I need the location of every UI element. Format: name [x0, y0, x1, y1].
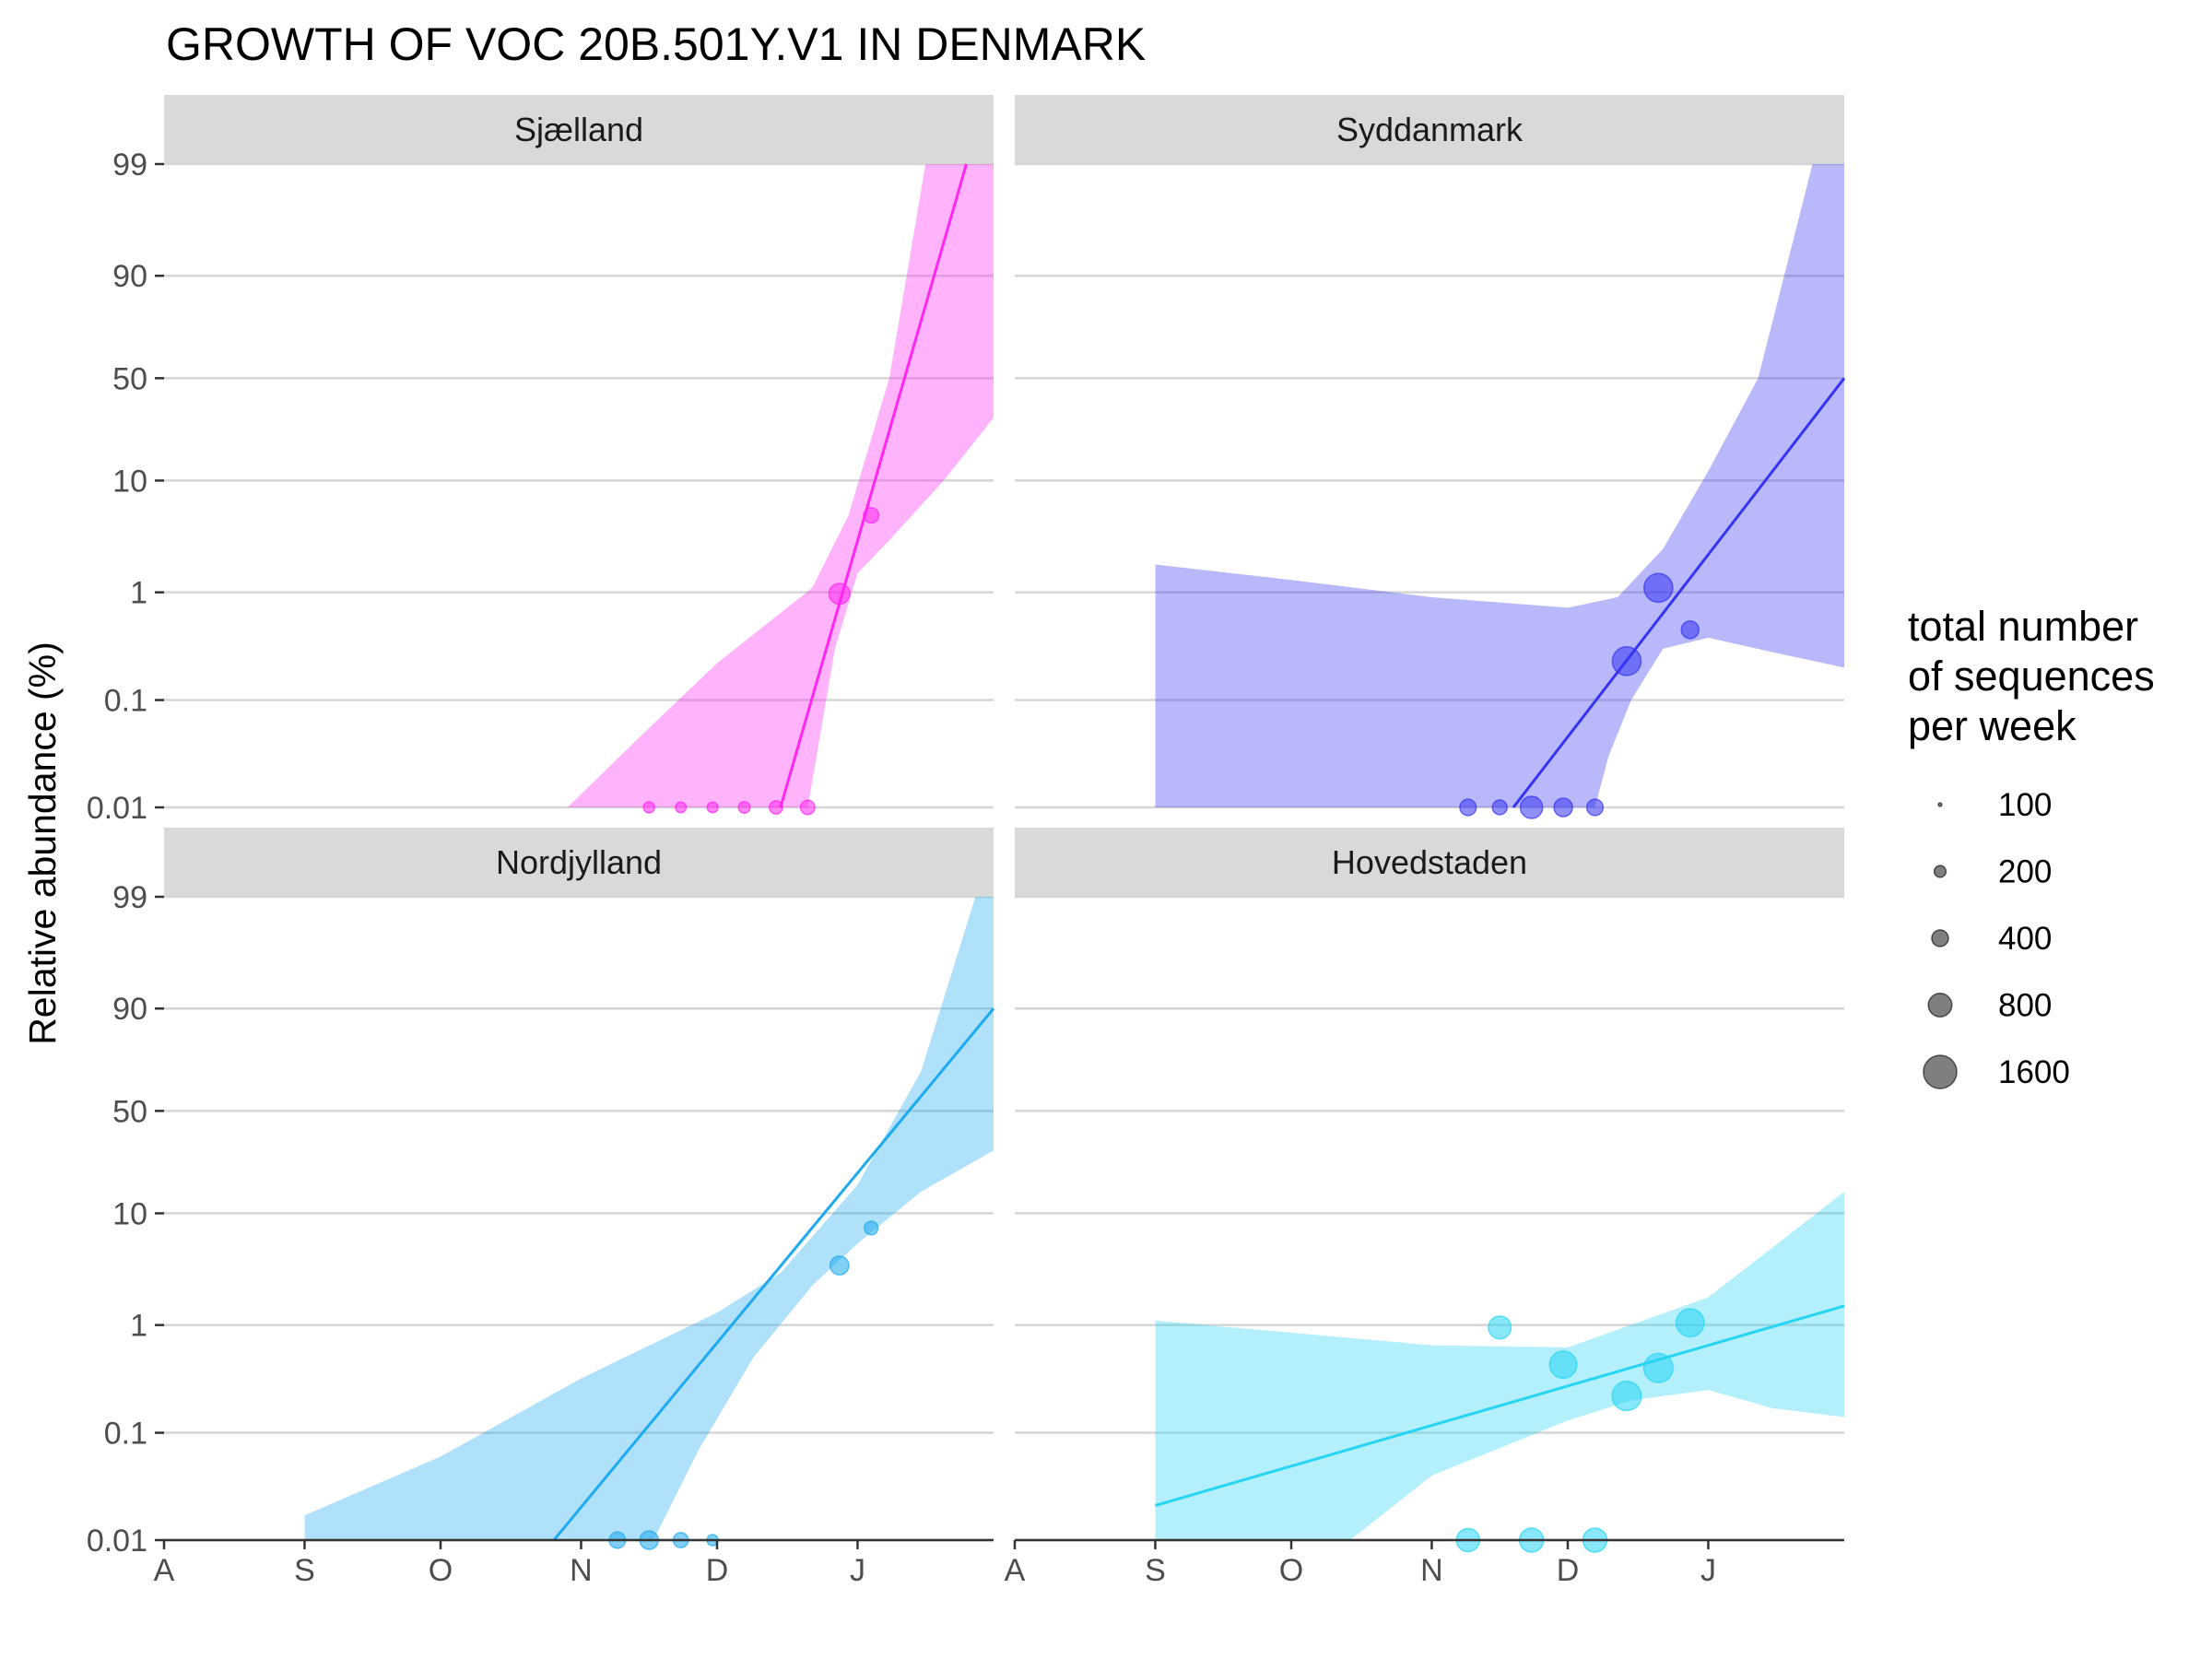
y-tick-label-sj-lland-1: 1 — [130, 576, 147, 611]
panel-nordjylland: Nordjylland 0.01 0.1 1 10 50 90 99 A S O N D J — [87, 828, 995, 1588]
data-point-hovedstaden-8 — [1675, 1308, 1705, 1338]
data-point-sj-lland-1 — [642, 801, 656, 814]
panel-title-syddanmark: Syddanmark — [1336, 111, 1524, 148]
x-tick-label-nordjylland-O: O — [429, 1553, 453, 1588]
x-tick-label-nordjylland-D: D — [706, 1553, 729, 1588]
legend-key-400 — [1931, 929, 1949, 947]
data-point-nordjylland-6 — [864, 1220, 879, 1236]
y-tick-label-nordjylland-0.01: 0.01 — [87, 1524, 147, 1559]
x-tick-label-nordjylland-S: S — [294, 1553, 315, 1588]
data-point-sj-lland-3 — [706, 801, 719, 814]
fit-line-sj-lland — [779, 163, 968, 808]
panel-title-sj-lland: Sjælland — [514, 111, 643, 148]
panel-sj-lland: Sjælland 0.01 0.1 1 10 50 90 99 — [87, 95, 994, 826]
legend-key-800 — [1927, 992, 1953, 1018]
x-tick-label-nordjylland-J: J — [850, 1553, 865, 1588]
x-tick-label-hovedstaden-O: O — [1279, 1553, 1303, 1588]
y-tick-label-nordjylland-99: 99 — [112, 880, 147, 915]
data-point-syddanmark-5 — [1585, 798, 1605, 817]
x-tick-label-hovedstaden-J: J — [1700, 1553, 1716, 1588]
data-point-sj-lland-7 — [828, 582, 851, 606]
legend-key-100 — [1937, 802, 1943, 807]
data-point-sj-lland-8 — [863, 507, 880, 524]
data-point-syddanmark-1 — [1459, 798, 1477, 817]
data-point-syddanmark-7 — [1643, 572, 1674, 604]
y-tick-label-nordjylland-0.1: 0.1 — [104, 1417, 147, 1452]
data-point-nordjylland-5 — [829, 1255, 850, 1276]
data-point-hovedstaden-7 — [1642, 1352, 1674, 1383]
y-axis-label: Relative abundance (%) — [21, 641, 64, 1045]
legend-key-1600 — [1923, 1054, 1958, 1089]
y-tick-label-nordjylland-90: 90 — [112, 992, 147, 1027]
fit-line-syddanmark — [1512, 377, 1846, 808]
legend-title-line-3: per week — [1908, 702, 2077, 749]
legend-label-800: 800 — [1998, 988, 2052, 1024]
confidence-band-hovedstaden — [1155, 1192, 1844, 1540]
panel-strip-syddanmark — [1015, 95, 1844, 163]
y-tick-label-nordjylland-10: 10 — [112, 1196, 147, 1231]
y-tick-label-nordjylland-50: 50 — [112, 1094, 147, 1129]
data-point-syddanmark-3 — [1519, 795, 1544, 819]
legend-title-line-1: total number — [1908, 603, 2138, 650]
data-point-hovedstaden-6 — [1611, 1381, 1642, 1412]
x-tick-label-nordjylland-A: A — [154, 1553, 175, 1588]
panel-syddanmark: Syddanmark — [1015, 95, 1846, 819]
x-tick-label-nordjylland-N: N — [570, 1553, 593, 1588]
legend-key-200 — [1933, 865, 1947, 878]
y-tick-label-nordjylland-1: 1 — [130, 1309, 147, 1344]
data-point-syddanmark-2 — [1491, 799, 1508, 816]
legend-label-1600: 1600 — [1998, 1054, 2070, 1090]
x-tick-label-hovedstaden-N: N — [1420, 1553, 1443, 1588]
legend-label-400: 400 — [1998, 921, 2052, 957]
panel-hovedstaden: Hovedstaden A S O N D J — [1005, 828, 1845, 1588]
fit-line-nordjylland — [552, 1007, 995, 1541]
confidence-band-syddanmark — [1155, 164, 1844, 807]
panel-strip-hovedstaden — [1015, 828, 1844, 896]
fit-line-hovedstaden — [1155, 1304, 1845, 1507]
legend-title-line-2: of sequences — [1908, 653, 2155, 700]
facet-panels: Sjælland 0.01 0.1 1 10 50 90 99 Syddanmark Nordjy… — [87, 95, 1846, 1588]
x-tick-label-hovedstaden-A: A — [1005, 1553, 1026, 1588]
confidence-band-sj-lland — [567, 164, 994, 807]
data-point-syddanmark-6 — [1611, 646, 1642, 677]
y-tick-label-sj-lland-90: 90 — [112, 259, 147, 294]
y-tick-label-sj-lland-10: 10 — [112, 464, 147, 499]
panel-title-hovedstaden: Hovedstaden — [1332, 843, 1527, 881]
data-point-hovedstaden-2 — [1488, 1315, 1512, 1340]
x-tick-label-hovedstaden-S: S — [1145, 1553, 1166, 1588]
data-point-sj-lland-6 — [799, 799, 816, 816]
confidence-band-nordjylland — [304, 897, 994, 1540]
data-point-sj-lland-5 — [769, 800, 783, 815]
y-tick-label-sj-lland-0.01: 0.01 — [87, 791, 147, 826]
y-tick-label-sj-lland-0.1: 0.1 — [104, 684, 147, 719]
data-point-sj-lland-4 — [737, 800, 751, 815]
panel-title-nordjylland: Nordjylland — [496, 843, 662, 881]
chart-title: GROWTH OF VOC 20B.501Y.V1 IN DENMARK — [166, 18, 1146, 70]
panel-strip-nordjylland — [164, 828, 994, 896]
legend-label-100: 100 — [1998, 787, 2052, 823]
y-tick-label-sj-lland-99: 99 — [112, 147, 147, 182]
x-tick-label-hovedstaden-D: D — [1557, 1553, 1580, 1588]
panel-strip-sj-lland — [164, 95, 994, 163]
data-point-sj-lland-2 — [675, 801, 688, 814]
legend-label-200: 200 — [1998, 854, 2052, 890]
data-point-syddanmark-8 — [1680, 620, 1700, 640]
data-point-hovedstaden-4 — [1548, 1350, 1578, 1380]
y-tick-label-sj-lland-50: 50 — [112, 361, 147, 396]
data-point-syddanmark-4 — [1553, 797, 1573, 818]
